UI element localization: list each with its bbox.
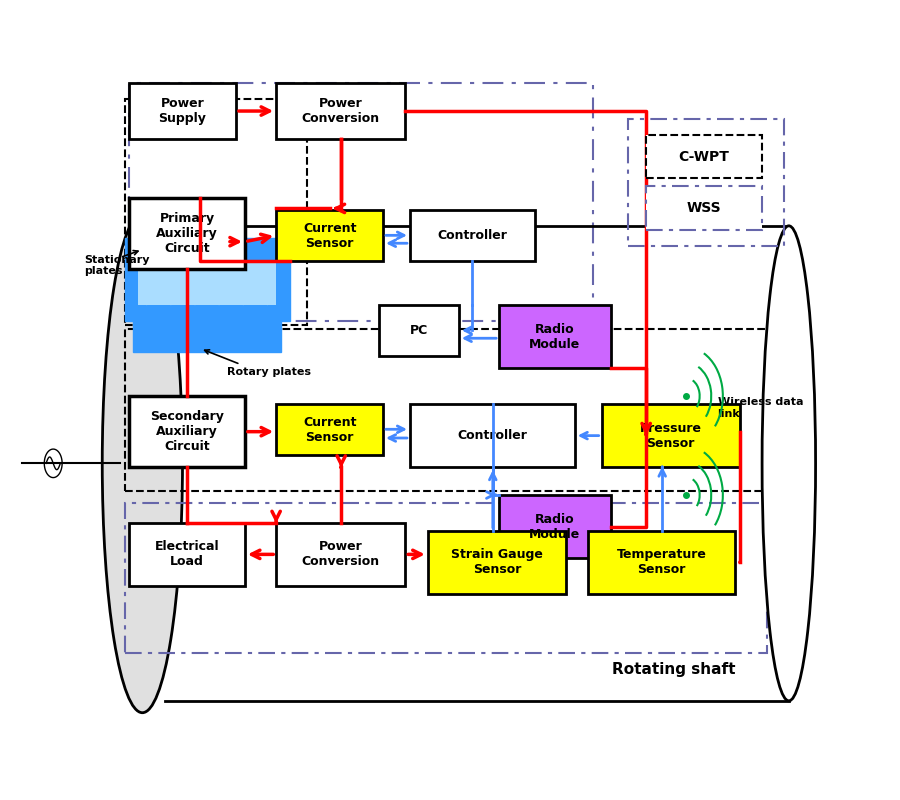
FancyBboxPatch shape (276, 210, 383, 262)
Text: Pressure
Sensor: Pressure Sensor (640, 422, 702, 450)
Text: C-WPT: C-WPT (679, 150, 730, 163)
FancyBboxPatch shape (276, 522, 405, 586)
Text: Current
Sensor: Current Sensor (303, 416, 356, 444)
Text: Controller: Controller (437, 230, 508, 242)
FancyBboxPatch shape (601, 404, 740, 467)
Text: Radio
Module: Radio Module (529, 513, 580, 541)
Text: Temperature
Sensor: Temperature Sensor (616, 548, 706, 576)
Text: Primary
Auxiliary
Circuit: Primary Auxiliary Circuit (156, 212, 218, 255)
Text: Power
Conversion: Power Conversion (302, 540, 380, 568)
Text: Controller: Controller (457, 429, 527, 442)
Text: Secondary
Auxiliary
Circuit: Secondary Auxiliary Circuit (150, 410, 224, 453)
FancyBboxPatch shape (129, 396, 245, 467)
FancyBboxPatch shape (124, 238, 290, 321)
FancyBboxPatch shape (379, 305, 459, 357)
FancyBboxPatch shape (129, 198, 245, 270)
FancyBboxPatch shape (410, 404, 575, 467)
Text: WSS: WSS (687, 201, 722, 215)
Text: Radio
Module: Radio Module (529, 322, 580, 350)
FancyBboxPatch shape (138, 262, 276, 305)
Text: Strain Gauge
Sensor: Strain Gauge Sensor (451, 548, 543, 576)
Text: Electrical
Load: Electrical Load (155, 540, 220, 568)
FancyBboxPatch shape (499, 495, 610, 558)
Text: Wireless data
link: Wireless data link (717, 397, 803, 418)
Text: Stationary
plates: Stationary plates (85, 254, 150, 276)
FancyBboxPatch shape (276, 83, 405, 138)
Text: Rotary plates: Rotary plates (227, 367, 311, 378)
Ellipse shape (762, 226, 815, 701)
FancyBboxPatch shape (646, 186, 762, 230)
FancyBboxPatch shape (428, 530, 566, 594)
Text: PC: PC (410, 324, 427, 338)
Text: Current
Sensor: Current Sensor (303, 222, 356, 250)
FancyBboxPatch shape (499, 305, 610, 368)
FancyBboxPatch shape (410, 210, 535, 262)
Ellipse shape (103, 214, 183, 713)
FancyBboxPatch shape (276, 404, 383, 455)
FancyBboxPatch shape (646, 134, 762, 178)
Text: Power
Supply: Power Supply (158, 97, 206, 125)
Text: Power
Conversion: Power Conversion (302, 97, 380, 125)
FancyBboxPatch shape (129, 83, 236, 138)
Text: Rotating shaft: Rotating shaft (612, 662, 735, 677)
FancyBboxPatch shape (129, 522, 245, 586)
FancyBboxPatch shape (133, 313, 281, 353)
FancyBboxPatch shape (589, 530, 735, 594)
